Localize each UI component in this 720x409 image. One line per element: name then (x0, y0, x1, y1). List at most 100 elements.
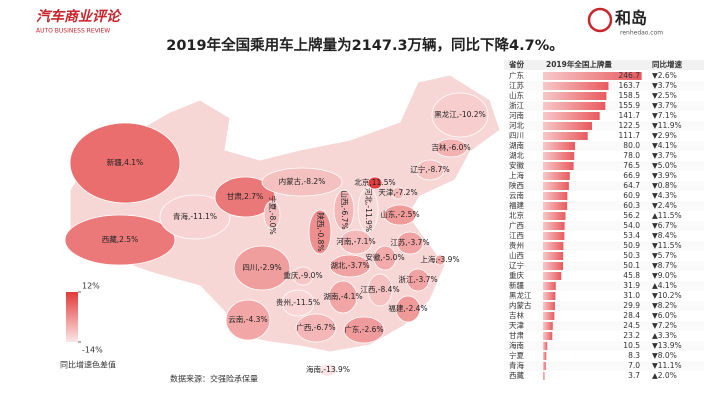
province (281, 289, 315, 317)
province-name: 黑龙江 (509, 290, 532, 300)
source: 数据来源：交强险承保量 (170, 374, 258, 384)
growth-label: ▼7.1% (652, 111, 677, 120)
province-name: 山东 (509, 90, 524, 100)
province-name: 内蒙古 (509, 300, 532, 310)
province-name: 海南 (509, 340, 524, 350)
growth-label: ▼6.7% (652, 221, 677, 230)
province-label: 陕西,-0.8% (316, 212, 326, 251)
province-name: 福建 (509, 200, 524, 210)
province (318, 363, 338, 377)
province-name: 上海 (509, 170, 524, 180)
province-name: 吉林 (509, 310, 524, 320)
value-label: 122.5 (619, 121, 641, 130)
bar (543, 192, 568, 200)
growth-label: ▼2.6% (652, 71, 677, 80)
province-label: 上海,-3.9% (420, 254, 459, 264)
brand: 和岛 (615, 9, 647, 28)
province-name: 青海 (509, 360, 524, 370)
row-bg (504, 341, 704, 351)
value-label: 7.0 (628, 361, 640, 370)
map: 新疆,4.1% 西藏,2.5% 青海,-11.1% 甘肃,2.7% 内蒙古,-8.2%宁… (64, 92, 489, 377)
value-label: 53.4 (623, 231, 640, 240)
growth-label: ▼8.7% (652, 261, 677, 270)
value-label: 80.0 (623, 141, 640, 150)
province-label: 宁夏,-8.0% (268, 195, 278, 234)
value-label: 64.7 (623, 181, 640, 190)
bar (543, 312, 555, 320)
bar (543, 102, 606, 110)
bar (543, 322, 553, 330)
row-bg (504, 161, 704, 171)
province (339, 229, 373, 255)
colorbar-ticks: 12% -14% (78, 282, 103, 355)
bar (543, 262, 564, 270)
growth-label: ▼5.7% (652, 251, 677, 260)
province-label: 广西,-6.7% (296, 322, 335, 332)
value-label: 163.7 (619, 81, 641, 90)
logo: 汽车商业评论 (36, 8, 122, 25)
province-label: 广东,-2.6% (344, 324, 383, 334)
row-bg (504, 181, 704, 191)
province-label: 云南,-4.3% (228, 314, 267, 324)
province-label: 河南,-7.1% (336, 236, 375, 246)
bar (543, 232, 565, 240)
bar (543, 152, 575, 160)
value-label: 66.9 (623, 171, 640, 180)
value-label: 50.3 (623, 251, 640, 260)
table: 省份 2019年全国上牌量 同比增速 广东 246.7 ▼2.6% 江苏 163.7 ▼3… (504, 59, 704, 380)
province (308, 209, 332, 255)
bar (543, 272, 562, 280)
row-bg (504, 281, 704, 291)
growth-label: ▲3.3% (652, 331, 677, 340)
province (434, 254, 446, 266)
bar (543, 142, 575, 150)
province-label: 天津,-7.2% (378, 188, 417, 197)
province-name: 甘肃 (509, 330, 524, 340)
province-label: 浙江,-3.7% (398, 274, 437, 284)
province (64, 214, 176, 266)
province-name: 云南 (509, 190, 524, 200)
value-label: 50.9 (623, 241, 640, 250)
column-header: 2019年全国上牌量 (546, 59, 612, 69)
bar (543, 82, 609, 90)
value-label: 28.4 (623, 311, 640, 320)
province (383, 204, 417, 226)
bar (543, 342, 548, 350)
growth-label: ▼6.0% (652, 311, 677, 320)
province (367, 273, 393, 307)
growth-label: ▼3.9% (652, 171, 677, 180)
province (328, 280, 358, 314)
province-label: 江西,-8.4% (360, 285, 399, 294)
province (373, 245, 397, 271)
province-label: 安徽,-5.0% (365, 252, 404, 262)
province-label: 北京,11.5% (354, 177, 395, 187)
bar (543, 252, 564, 260)
colorbar-tick-label: 12% (82, 282, 100, 291)
province (159, 194, 231, 240)
province-label: 福建,-2.4% (388, 303, 427, 313)
growth-label: ▼3.7% (652, 81, 677, 90)
province (434, 138, 468, 158)
column-header: 省份 (508, 59, 524, 69)
value-label: 76.5 (623, 161, 640, 170)
province-name: 广西 (509, 220, 524, 230)
value-label: 111.7 (619, 131, 641, 140)
growth-label: ▼9.0% (652, 271, 677, 280)
bar (543, 362, 546, 370)
row-bg (504, 261, 704, 271)
value-label: 8.3 (628, 351, 640, 360)
value-label: 50.1 (623, 261, 640, 270)
province (431, 92, 489, 138)
value-label: 23.2 (623, 331, 640, 340)
chart-title: 2019年全国乘用车上牌量为2147.3万辆，同比下降4.7%。 (166, 36, 564, 54)
value-label: 141.7 (619, 111, 641, 120)
province-name: 北京 (509, 210, 524, 220)
province-name: 天津 (509, 321, 524, 330)
growth-label: ▼2.4% (652, 201, 677, 210)
bar (543, 92, 607, 100)
value-label: 60.3 (623, 201, 640, 210)
province (391, 186, 405, 200)
province-label: 江苏,-3.7% (390, 237, 429, 247)
column-header: 同比增速 (652, 59, 682, 69)
